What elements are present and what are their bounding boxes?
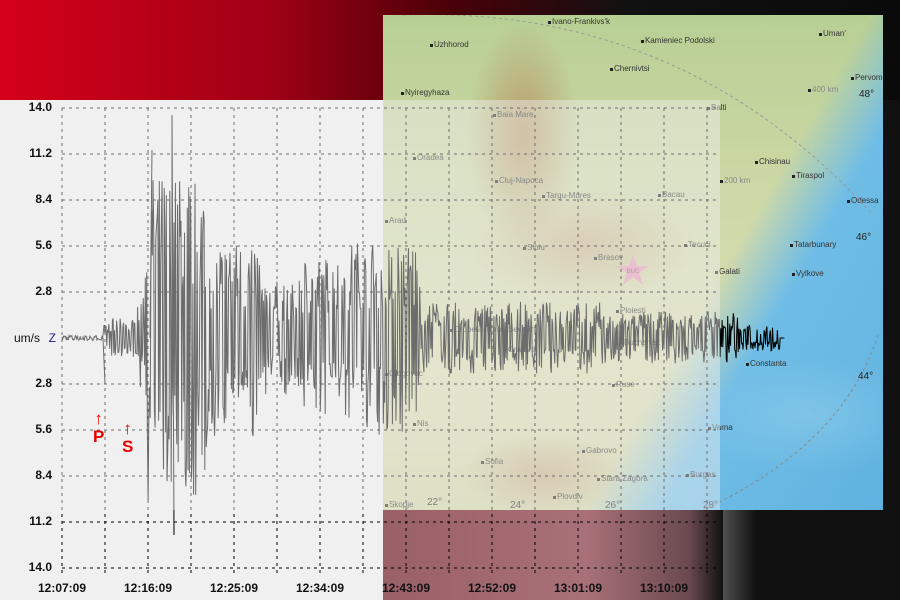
x-tick-label: 12:07:09 [37, 581, 87, 595]
map-city: Tatarbunary [790, 240, 836, 249]
map-city: Odessa [847, 196, 879, 205]
lon-label: 24° [510, 500, 526, 510]
distance-label: 400 km [808, 85, 838, 94]
map-city: Arad [385, 216, 406, 225]
map-city: Brasov [594, 253, 623, 262]
lat-label: 46° [856, 232, 872, 243]
y-axis-unit: um/s [13, 331, 40, 345]
x-tick-label: 12:16:09 [123, 581, 173, 595]
epicenter-map: Ivano-Frankivs'k Uzhhorod Kamieniec Podo… [383, 15, 883, 510]
map-city: Gabrovo [582, 446, 617, 455]
x-tick-label: 13:10:09 [639, 581, 689, 595]
map-city: Bucharest [620, 338, 660, 347]
map-city: Chisinau [755, 157, 790, 166]
y-tick-label: 5.6 [35, 238, 52, 252]
map-city: Skopje [385, 500, 413, 509]
map-city: Baia Mare [493, 110, 533, 119]
map-city: Cluj-Napoca [495, 176, 543, 185]
map-city: Ploiesti [616, 306, 646, 315]
y-tick-label: 14.0 [28, 560, 52, 574]
map-city: Nis [413, 419, 429, 428]
map-city: Nyiregyhaza [401, 88, 449, 97]
map-city: Vylkove [792, 269, 824, 278]
map-city: Sofia [481, 457, 503, 466]
bottom-strip [383, 510, 723, 600]
x-tick-label: 12:52:09 [467, 581, 517, 595]
map-city: Varna [708, 423, 733, 432]
map-city: Pervom [851, 73, 883, 82]
channel-label: Z [48, 331, 56, 345]
map-city: Burgas [686, 470, 715, 479]
x-tick-label: 13:01:09 [553, 581, 603, 595]
lon-label: 28° [703, 500, 719, 510]
seismogram-trace [61, 114, 785, 536]
lon-label: 22° [427, 497, 443, 508]
y-tick-label: 8.4 [35, 468, 52, 482]
x-tick-label: 12:25:09 [209, 581, 259, 595]
y-tick-label: 2.8 [35, 284, 52, 298]
distance-label: 200 km [720, 176, 750, 185]
map-city: Tecuci [684, 240, 711, 249]
map-city: Tiraspol [792, 171, 824, 180]
y-tick-label: 5.6 [35, 422, 52, 436]
map-city: Kamieniec Podolski [641, 36, 715, 45]
map-city: Ivano-Frankivs'k [548, 17, 610, 26]
arrow-up-icon: ↑ [123, 419, 132, 438]
map-city: Bacau [658, 190, 685, 199]
map-city: Constanta [746, 359, 786, 368]
arrow-up-icon: ↑ [94, 409, 103, 428]
map-city: Stara Zagora [597, 474, 648, 483]
lon-label: 26° [605, 500, 621, 510]
map-city: Ruse [612, 380, 635, 389]
map-city: Plovdiv [553, 492, 583, 501]
s-phase-marker: ↑ S [122, 419, 134, 456]
map-city: Sibiu [523, 243, 545, 252]
x-tick-label: 12:43:09 [381, 581, 431, 595]
epicenter-star-icon: BUC [403, 15, 879, 510]
y-tick-label: 14.0 [28, 100, 52, 114]
lat-label: 48° [859, 89, 875, 100]
map-city: Uzhhorod [430, 40, 469, 49]
map-city: Chernivtsi [610, 64, 650, 73]
p-phase-marker: ↑ P [93, 409, 105, 446]
svg-text:BUC: BUC [627, 269, 640, 275]
map-city: Oradea [413, 153, 444, 162]
map-city: Uman' [819, 29, 846, 38]
x-tick-label: 12:34:09 [295, 581, 345, 595]
map-city: Galati [715, 267, 740, 276]
y-tick-label: 8.4 [35, 192, 52, 206]
map-city: Balti [707, 103, 727, 112]
map-city: Targu-Mures [542, 191, 591, 200]
y-tick-label: 2.8 [35, 376, 52, 390]
y-tick-label: 11.2 [29, 514, 52, 528]
lat-label: 44° [858, 371, 874, 382]
y-tick-label: 11.2 [29, 146, 52, 160]
